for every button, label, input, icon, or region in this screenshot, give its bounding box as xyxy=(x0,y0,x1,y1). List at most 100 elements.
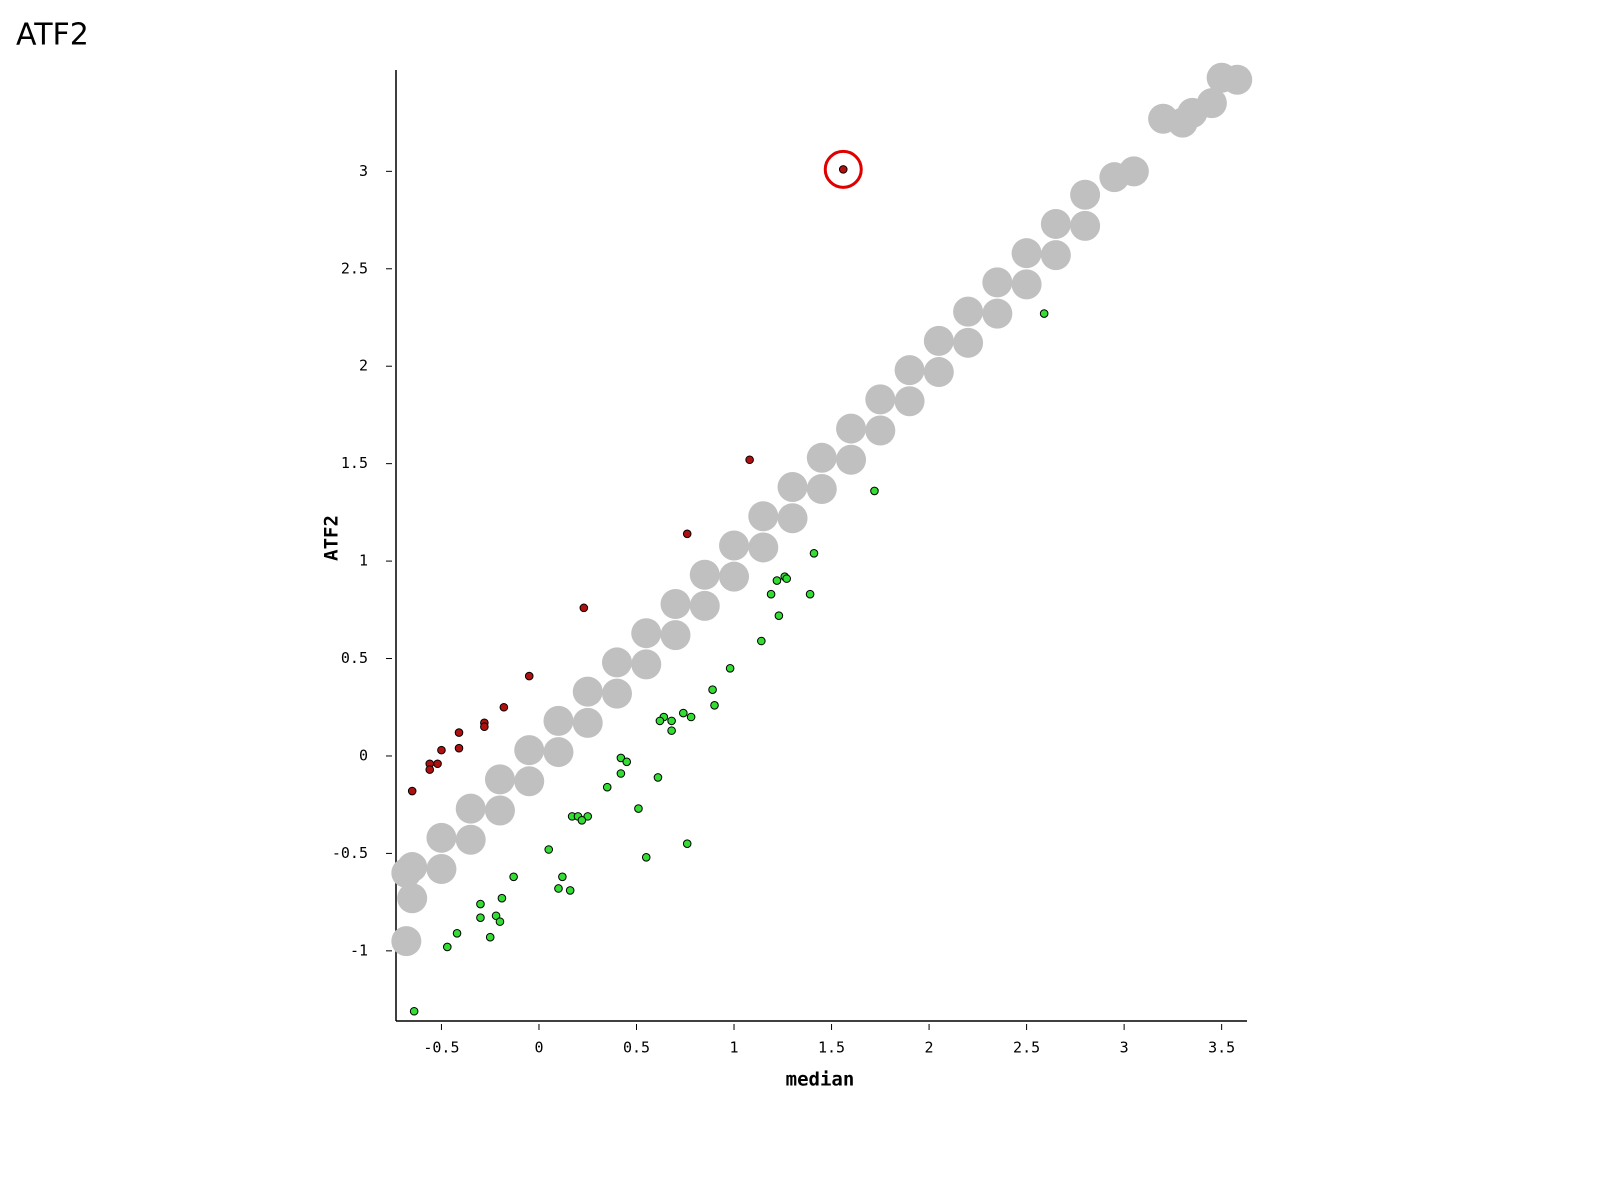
background-point xyxy=(660,620,691,651)
highlight-point xyxy=(485,932,495,942)
background-point xyxy=(689,559,720,590)
highlight-point xyxy=(682,529,692,539)
background-point xyxy=(572,707,603,738)
background-point xyxy=(1222,64,1253,95)
highlight-point xyxy=(433,759,442,769)
background-point xyxy=(426,853,457,884)
y-tick-label: 0 xyxy=(359,746,368,764)
y-tick-label: 2 xyxy=(359,357,368,375)
highlight-point xyxy=(679,708,688,718)
highlight-point xyxy=(838,165,848,174)
background-point xyxy=(1040,208,1071,239)
highlight-point xyxy=(805,589,815,599)
highlight-point xyxy=(682,839,692,848)
background-point xyxy=(777,472,808,503)
highlight-point xyxy=(766,589,776,599)
x-axis-label: median xyxy=(786,1069,855,1091)
background-point xyxy=(719,561,750,592)
background-point xyxy=(1011,269,1042,300)
highlight-point xyxy=(583,812,593,821)
highlight-point xyxy=(774,611,784,620)
highlight-point xyxy=(622,757,632,767)
highlight-point xyxy=(499,702,509,712)
highlight-point xyxy=(476,913,485,923)
highlight-point xyxy=(667,716,676,726)
highlight-point xyxy=(495,917,505,926)
background-point xyxy=(514,735,545,766)
background-point xyxy=(572,676,603,707)
highlight-point xyxy=(480,722,489,732)
background-point xyxy=(391,857,422,888)
highlight-point xyxy=(653,773,663,782)
highlight-point xyxy=(710,700,719,710)
highlight-point xyxy=(407,786,417,796)
highlight-point xyxy=(616,769,626,778)
background-point xyxy=(923,357,954,388)
background-point xyxy=(1118,156,1149,187)
page-title: ATF2 xyxy=(16,18,89,53)
background-point xyxy=(953,327,984,358)
background-point xyxy=(1011,238,1042,269)
highlight-point xyxy=(509,872,518,882)
background-point xyxy=(982,267,1013,298)
background-point xyxy=(543,705,574,736)
highlight-point xyxy=(641,853,651,862)
x-tick-label: 3 xyxy=(1120,1039,1129,1057)
highlight-point xyxy=(708,685,717,695)
background-point xyxy=(894,386,925,417)
background-point xyxy=(865,384,896,415)
background-point xyxy=(514,766,545,797)
background-point xyxy=(455,824,486,855)
highlight-point xyxy=(409,1006,419,1016)
background-point xyxy=(836,413,867,444)
highlight-point xyxy=(497,893,507,903)
background-point xyxy=(923,325,954,356)
background-point xyxy=(689,590,720,621)
highlight-point xyxy=(772,576,782,585)
highlight-point xyxy=(437,745,446,755)
highlight-point xyxy=(870,486,879,496)
highlight-point xyxy=(425,765,435,774)
x-tick-label: -0.5 xyxy=(423,1039,459,1057)
highlight-point xyxy=(616,753,626,763)
highlight-point xyxy=(454,743,464,753)
highlight-point xyxy=(757,636,766,646)
highlight-point xyxy=(544,845,554,854)
y-tick-label: -1 xyxy=(350,941,368,959)
background-point xyxy=(397,883,428,914)
x-tick-label: 0.5 xyxy=(623,1039,650,1057)
highlight-point xyxy=(565,886,575,895)
background-point xyxy=(1070,179,1101,210)
background-point xyxy=(391,926,422,957)
background-point xyxy=(484,795,515,826)
y-tick-label: 0.5 xyxy=(341,649,368,667)
highlight-point xyxy=(667,726,676,735)
background-point xyxy=(426,822,457,853)
y-tick-label: 2.5 xyxy=(341,259,368,277)
y-axis-label: ATF2 xyxy=(321,515,343,561)
highlight-point xyxy=(442,942,452,952)
highlight-point xyxy=(454,728,464,737)
background-point xyxy=(865,415,896,446)
background-point xyxy=(601,647,632,678)
highlight-point xyxy=(602,782,612,792)
highlight-point xyxy=(577,815,587,825)
x-tick-label: 3.5 xyxy=(1208,1039,1235,1057)
highlight-point xyxy=(558,872,567,882)
background-point xyxy=(719,530,750,561)
x-tick-label: 0 xyxy=(534,1039,543,1057)
background-point xyxy=(455,793,486,824)
highlight-point xyxy=(452,929,462,938)
background-point xyxy=(894,355,925,386)
background-point xyxy=(836,444,867,475)
x-tick-label: 2 xyxy=(925,1039,934,1057)
highlight-point xyxy=(782,574,791,583)
highlight-point xyxy=(524,671,534,681)
highlight-point xyxy=(476,899,485,909)
background-point xyxy=(543,737,574,768)
background-point xyxy=(982,298,1013,329)
background-point xyxy=(660,588,691,619)
background-point xyxy=(777,503,808,534)
